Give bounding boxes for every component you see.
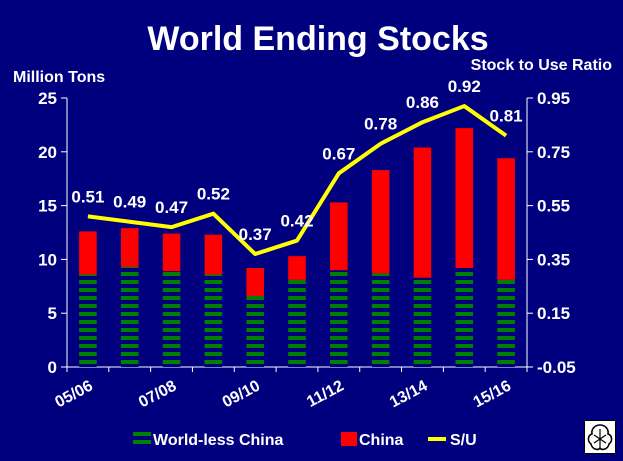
x-tick-label: 05/06 xyxy=(52,377,95,411)
line-su xyxy=(87,104,508,257)
right-tick-label: 0.15 xyxy=(537,304,570,323)
x-tick-label: 15/16 xyxy=(471,377,514,411)
bar-china xyxy=(162,233,181,272)
left-tick-label: 15 xyxy=(38,197,57,216)
bar-world-less-china xyxy=(246,295,264,367)
bar-china xyxy=(120,228,139,267)
su-data-label: 0.81 xyxy=(490,107,523,126)
bar-world-less-china xyxy=(371,273,390,367)
bar-china xyxy=(204,234,223,275)
left-tick-label: 20 xyxy=(38,143,57,162)
bar-world-less-china xyxy=(413,277,432,367)
su-data-label: 0.37 xyxy=(239,225,272,244)
bar-china xyxy=(288,256,306,280)
legend-swatch-china xyxy=(341,432,357,446)
chart-title: World Ending Stocks xyxy=(147,20,488,58)
left-axis-title: Million Tons xyxy=(13,69,105,86)
legend-label-world-less-china: World-less China xyxy=(153,432,283,449)
plot-area: 0 5 10 15 20 25 -0.05 0.15 0.35 0.55 0.75 0.95 05/06… xyxy=(38,77,576,411)
left-tick-label: 10 xyxy=(38,250,57,269)
right-tick-label: 0.35 xyxy=(537,250,570,269)
su-data-label: 0.51 xyxy=(71,187,104,206)
su-data-label: 0.47 xyxy=(155,198,188,217)
bar-world-less-china xyxy=(162,271,181,367)
bar-china xyxy=(497,158,515,280)
bar-china xyxy=(455,128,474,269)
x-tick-label: 11/12 xyxy=(304,377,347,410)
su-data-label: 0.52 xyxy=(197,185,230,204)
bar-china xyxy=(330,202,348,271)
bar-world-less-china xyxy=(288,279,306,367)
x-tick-label: 07/08 xyxy=(136,377,179,411)
bar-world-less-china xyxy=(455,268,474,367)
bar-china xyxy=(79,231,97,275)
legend: World-less China China S/U xyxy=(133,432,477,449)
bar-world-less-china xyxy=(120,266,139,367)
bar-china xyxy=(413,147,432,278)
bar-world-less-china xyxy=(497,279,515,367)
x-tick-label: 09/10 xyxy=(220,377,263,411)
bar-china xyxy=(371,170,390,274)
su-data-label: 0.92 xyxy=(448,77,481,96)
bar-world-less-china xyxy=(204,274,223,367)
su-data-label: 0.86 xyxy=(406,93,439,112)
legend-label-china: China xyxy=(359,432,404,449)
su-data-label: 0.67 xyxy=(322,144,355,163)
right-tick-label: -0.05 xyxy=(537,358,576,377)
left-tick-label: 5 xyxy=(48,304,57,323)
bar-world-less-china xyxy=(330,270,348,367)
left-tick-label: 25 xyxy=(38,89,57,108)
legend-label-su: S/U xyxy=(450,432,477,449)
legend-swatch-world-less-china xyxy=(133,432,151,446)
left-tick-label: 0 xyxy=(48,358,57,377)
su-data-label: 0.49 xyxy=(113,193,146,212)
bar-china xyxy=(246,268,264,296)
su-data-label: 0.78 xyxy=(364,115,397,134)
x-tick-label: 13/14 xyxy=(387,377,430,411)
su-data-label: 0.42 xyxy=(280,212,313,231)
right-tick-label: 0.55 xyxy=(537,197,570,216)
right-tick-label: 0.95 xyxy=(537,89,570,108)
cotton-boll-icon xyxy=(584,420,616,454)
bar-world-less-china xyxy=(79,274,97,367)
right-axis-title: Stock to Use Ratio xyxy=(471,57,613,74)
right-tick-label: 0.75 xyxy=(537,143,570,162)
